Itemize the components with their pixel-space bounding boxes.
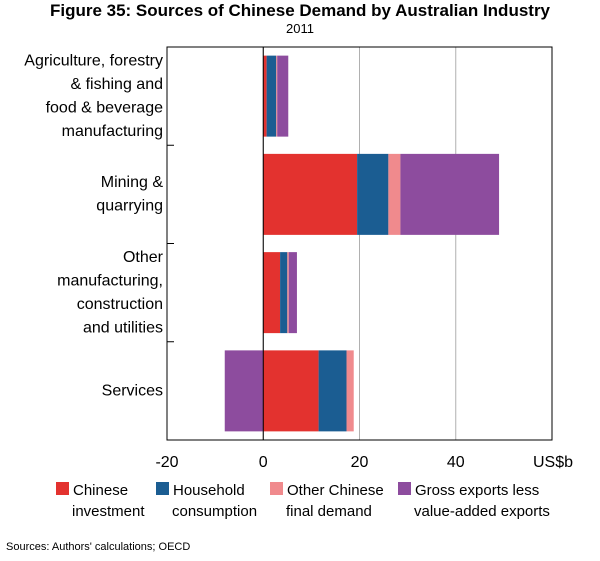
legend-swatch xyxy=(270,482,283,495)
bar-segment xyxy=(263,55,267,137)
x-tick-label: 40 xyxy=(447,454,465,471)
legend-swatch xyxy=(156,482,169,495)
x-axis-unit-label: US$b xyxy=(533,454,573,471)
x-tick-label: 20 xyxy=(351,454,369,471)
bar-segment xyxy=(288,252,297,334)
legend-label: investment xyxy=(72,503,145,520)
legend-swatch xyxy=(56,482,69,495)
category-label: and utilities xyxy=(83,319,163,336)
category-label: manufacturing, xyxy=(57,272,163,289)
bar-segment xyxy=(388,153,401,235)
stacked-bar-chart: Agriculture, forestry & fishing and food &… xyxy=(24,46,573,520)
bar-segment xyxy=(346,350,354,432)
category-label: Agriculture, forestry xyxy=(24,52,163,69)
bar-segment xyxy=(400,153,500,235)
bar-segment xyxy=(277,55,289,137)
legend-label: Chinese xyxy=(73,482,128,499)
legend-label: Other Chinese xyxy=(287,482,384,499)
legend-label: value-added exports xyxy=(414,503,550,520)
bar-segment xyxy=(318,350,347,432)
category-label: Services xyxy=(102,382,163,399)
sources-note: Sources: Authors' calculations; OECD xyxy=(6,541,191,553)
legend-label: consumption xyxy=(172,503,257,520)
category-label: construction xyxy=(77,296,163,313)
legend-label: Gross exports less xyxy=(415,482,539,499)
chart-subtitle: 2011 xyxy=(286,21,314,36)
category-label: Other xyxy=(123,249,164,266)
legend-label: final demand xyxy=(286,503,372,520)
category-label: & fishing and xyxy=(70,76,163,93)
category-label: food & beverage xyxy=(46,99,164,116)
bar-segment xyxy=(224,350,264,432)
legend-swatch xyxy=(398,482,411,495)
x-tick-label: -20 xyxy=(155,454,178,471)
bar-segment xyxy=(357,153,389,235)
legend-label: Household xyxy=(173,482,245,499)
bar-segment xyxy=(276,55,278,137)
x-tick-label: 0 xyxy=(259,454,268,471)
bar-segment xyxy=(263,350,319,432)
category-label: quarrying xyxy=(96,198,163,215)
bar-segment xyxy=(263,252,281,334)
bar-segment xyxy=(287,252,289,334)
bar-segment xyxy=(263,153,358,235)
bar-segment xyxy=(266,55,277,137)
category-label: manufacturing xyxy=(62,123,163,140)
bar-segment xyxy=(280,252,288,334)
chart-title: Figure 35: Sources of Chinese Demand by … xyxy=(49,1,551,20)
category-label: Mining & xyxy=(101,174,164,191)
